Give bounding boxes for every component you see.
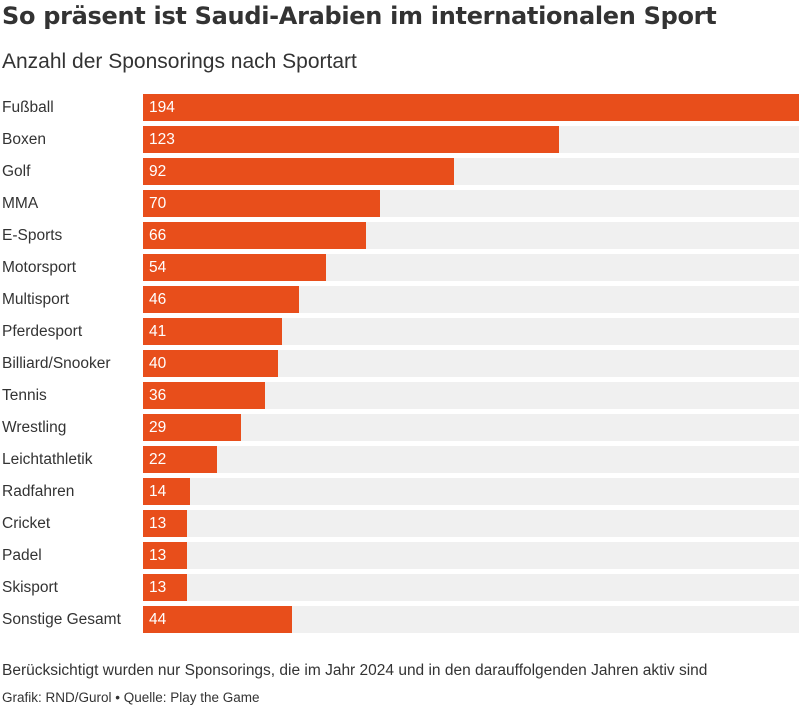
footnote: Berücksichtigt wurden nur Sponsorings, d… (2, 662, 708, 679)
data-label: 36 (149, 387, 167, 404)
bar (143, 574, 187, 601)
category-label: Golf (2, 163, 31, 180)
bar (143, 382, 265, 409)
chart-subtitle: Anzahl der Sponsorings nach Sportart (2, 50, 357, 73)
data-label: 40 (149, 355, 167, 372)
bar (143, 286, 299, 313)
category-label: Skisport (2, 579, 58, 596)
bar-track: 13 (143, 542, 799, 569)
data-label: 194 (149, 99, 175, 116)
bar-track: 13 (143, 510, 799, 537)
bar-row: Fußball 194 (0, 94, 800, 121)
bar (143, 542, 187, 569)
bar (143, 126, 559, 153)
category-label: Sonstige Gesamt (2, 611, 121, 628)
data-label: 54 (149, 259, 167, 276)
category-label: Leichtathletik (2, 451, 93, 468)
category-label: Pferdesport (2, 323, 83, 340)
bar (143, 254, 326, 281)
data-label: 13 (149, 579, 167, 596)
bar-row: Billiard/Snooker 40 (0, 350, 800, 377)
bar-row: E-Sports 66 (0, 222, 800, 249)
category-label: Fußball (2, 99, 54, 116)
category-label: Billiard/Snooker (2, 355, 111, 372)
bar (143, 478, 190, 505)
data-label: 41 (149, 323, 167, 340)
data-label: 13 (149, 515, 167, 532)
bar-row: Sonstige Gesamt 44 (0, 606, 800, 633)
bar-row: Motorsport 54 (0, 254, 800, 281)
bar-row: Golf 92 (0, 158, 800, 185)
bar-track: 22 (143, 446, 799, 473)
bar-row: Cricket 13 (0, 510, 800, 537)
data-label: 22 (149, 451, 167, 468)
data-label: 70 (149, 195, 167, 212)
bar (143, 158, 454, 185)
category-label: MMA (2, 195, 39, 212)
bar-chart: Fußball 194 Boxen 123 Golf 92 MMA 70 E-Sports 66 M… (0, 94, 800, 638)
data-label: 14 (149, 483, 167, 500)
bar-track: 29 (143, 414, 799, 441)
bar-track: 40 (143, 350, 799, 377)
data-label: 66 (149, 227, 167, 244)
bar (143, 350, 278, 377)
data-label: 123 (149, 131, 175, 148)
bar (143, 94, 799, 121)
bar-track: 54 (143, 254, 799, 281)
bar-row: Boxen 123 (0, 126, 800, 153)
bar-track: 44 (143, 606, 799, 633)
category-label: Tennis (2, 387, 47, 404)
category-label: Multisport (2, 291, 70, 308)
category-label: E-Sports (2, 227, 63, 244)
bar-track: 13 (143, 574, 799, 601)
bar-row: Padel 13 (0, 542, 800, 569)
bar-row: Tennis 36 (0, 382, 800, 409)
bar (143, 318, 282, 345)
category-label: Wrestling (2, 419, 67, 436)
data-label: 92 (149, 163, 167, 180)
bar-row: Multisport 46 (0, 286, 800, 313)
bar (143, 414, 241, 441)
bar-row: Leichtathletik 22 (0, 446, 800, 473)
bar-row: Radfahren 14 (0, 478, 800, 505)
bar-track: 92 (143, 158, 799, 185)
bar-row: Pferdesport 41 (0, 318, 800, 345)
source-credit: Grafik: RND/Gurol • Quelle: Play the Gam… (2, 690, 260, 705)
category-label: Boxen (2, 131, 46, 148)
bar-track: 41 (143, 318, 799, 345)
bar-track: 46 (143, 286, 799, 313)
bar-track: 14 (143, 478, 799, 505)
bar (143, 510, 187, 537)
category-label: Cricket (2, 515, 51, 532)
bar-row: MMA 70 (0, 190, 800, 217)
chart-title: So präsent ist Saudi-Arabien im internat… (2, 2, 717, 30)
bar-track: 66 (143, 222, 799, 249)
bar-track: 70 (143, 190, 799, 217)
data-label: 46 (149, 291, 167, 308)
data-label: 29 (149, 419, 167, 436)
bar (143, 446, 217, 473)
bar-track: 194 (143, 94, 799, 121)
bar (143, 190, 380, 217)
category-label: Padel (2, 547, 42, 564)
category-label: Motorsport (2, 259, 77, 276)
category-label: Radfahren (2, 483, 75, 500)
bar-row: Wrestling 29 (0, 414, 800, 441)
bar (143, 222, 366, 249)
data-label: 44 (149, 611, 167, 628)
bar (143, 606, 292, 633)
bar-track: 36 (143, 382, 799, 409)
data-label: 13 (149, 547, 167, 564)
bar-track: 123 (143, 126, 799, 153)
bar-row: Skisport 13 (0, 574, 800, 601)
